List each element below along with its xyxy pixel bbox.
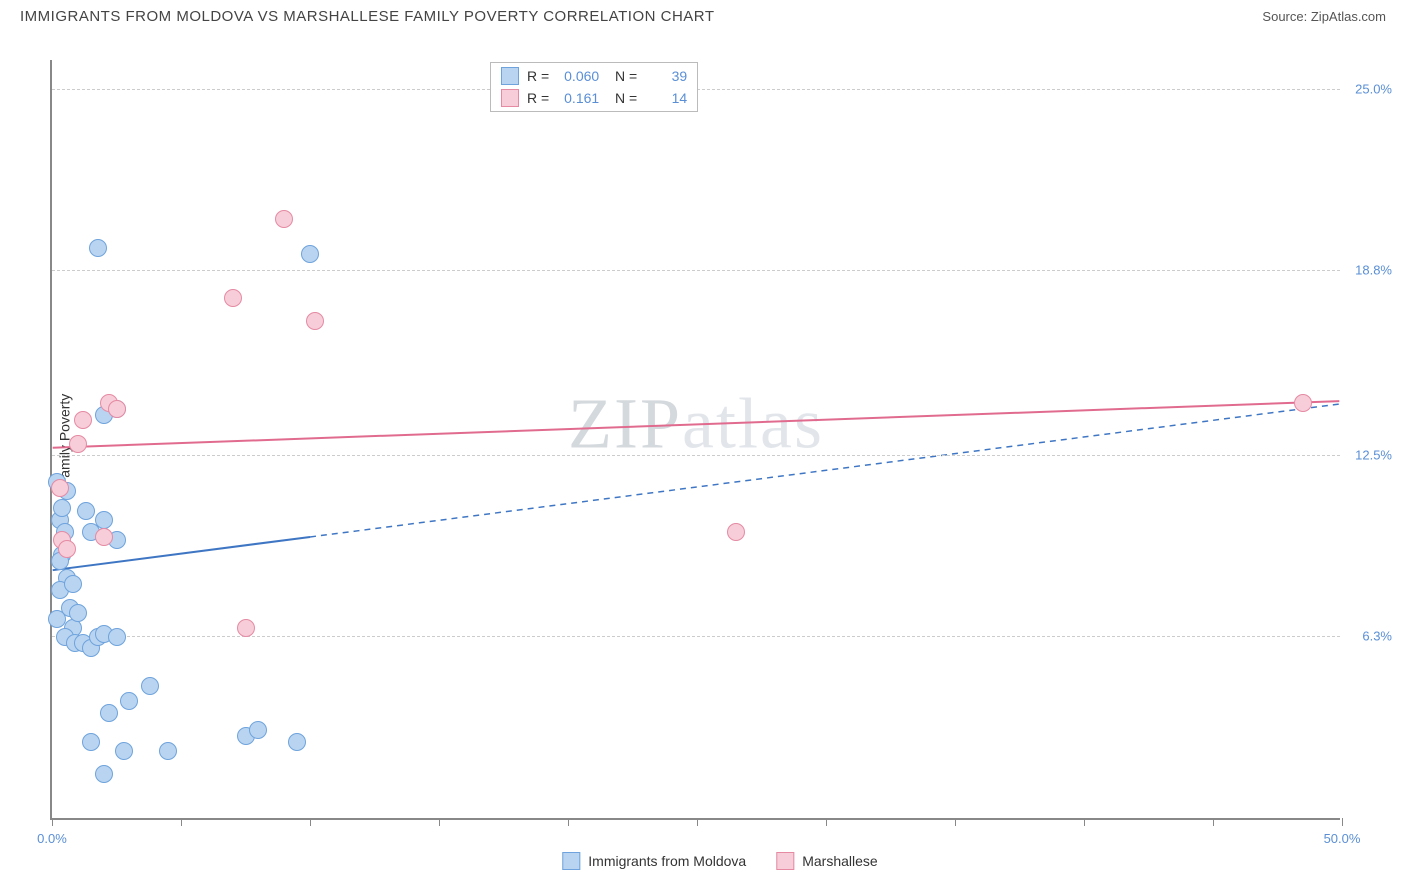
source-label: Source: [1262,9,1307,24]
stats-legend-box: R = 0.060 N = 39 R = 0.161 N = 14 [490,62,698,112]
data-point [306,312,324,330]
trend-line-dashed [310,404,1339,537]
data-point [301,245,319,263]
data-point [275,210,293,228]
x-tick [1213,818,1214,826]
stat-n-value-1: 14 [645,90,687,106]
data-point [727,523,745,541]
data-point [95,511,113,529]
data-point [237,619,255,637]
legend-swatch-1 [776,852,794,870]
gridline [52,455,1340,456]
data-point [69,435,87,453]
data-point [51,479,69,497]
source-attribution: Source: ZipAtlas.com [1262,9,1386,24]
x-tick [568,818,569,826]
data-point [64,575,82,593]
data-point [141,677,159,695]
y-tick-label: 25.0% [1355,82,1392,97]
swatch-series-1 [501,89,519,107]
stat-r-value-0: 0.060 [557,68,599,84]
stats-row-series-1: R = 0.161 N = 14 [491,87,697,109]
watermark: ZIPatlas [568,382,824,465]
stat-r-label: R = [527,68,549,84]
data-point [89,239,107,257]
data-point [58,540,76,558]
correlation-chart: Family Poverty ZIPatlas 6.3%12.5%18.8%25… [50,40,1390,840]
plot-area: ZIPatlas 6.3%12.5%18.8%25.0%0.0%50.0% [50,60,1340,820]
watermark-zip: ZIP [568,383,682,463]
x-tick-label: 0.0% [37,831,67,846]
data-point [1294,394,1312,412]
data-point [74,411,92,429]
gridline [52,270,1340,271]
x-tick [826,818,827,826]
data-point [115,742,133,760]
stat-n-label: N = [607,90,637,106]
data-point [95,528,113,546]
trend-line-solid [53,537,310,570]
data-point [249,721,267,739]
data-point [77,502,95,520]
data-point [108,628,126,646]
data-point [288,733,306,751]
swatch-series-0 [501,67,519,85]
x-tick [181,818,182,826]
source-value: ZipAtlas.com [1311,9,1386,24]
data-point [95,765,113,783]
data-point [53,499,71,517]
stat-n-value-0: 39 [645,68,687,84]
watermark-atlas: atlas [682,383,824,463]
legend-item-0: Immigrants from Moldova [562,852,746,870]
x-tick [697,818,698,826]
trend-lines [52,60,1340,818]
y-tick-label: 6.3% [1362,628,1392,643]
x-tick [1084,818,1085,826]
data-point [69,604,87,622]
stat-r-value-1: 0.161 [557,90,599,106]
data-point [82,733,100,751]
x-tick [1342,818,1343,826]
x-tick [439,818,440,826]
data-point [108,400,126,418]
data-point [224,289,242,307]
header: IMMIGRANTS FROM MOLDOVA VS MARSHALLESE F… [0,0,1406,29]
y-tick-label: 18.8% [1355,263,1392,278]
stat-n-label: N = [607,68,637,84]
x-tick [955,818,956,826]
data-point [159,742,177,760]
y-tick-label: 12.5% [1355,447,1392,462]
legend-item-1: Marshallese [776,852,877,870]
legend-label-1: Marshallese [802,853,877,869]
legend-label-0: Immigrants from Moldova [588,853,746,869]
data-point [120,692,138,710]
bottom-legend: Immigrants from Moldova Marshallese [562,852,877,870]
legend-swatch-0 [562,852,580,870]
stats-row-series-0: R = 0.060 N = 39 [491,65,697,87]
x-tick [310,818,311,826]
x-tick-label: 50.0% [1324,831,1361,846]
page-title: IMMIGRANTS FROM MOLDOVA VS MARSHALLESE F… [20,8,715,25]
x-tick [52,818,53,826]
trend-line-solid [53,401,1340,448]
data-point [100,704,118,722]
stat-r-label: R = [527,90,549,106]
